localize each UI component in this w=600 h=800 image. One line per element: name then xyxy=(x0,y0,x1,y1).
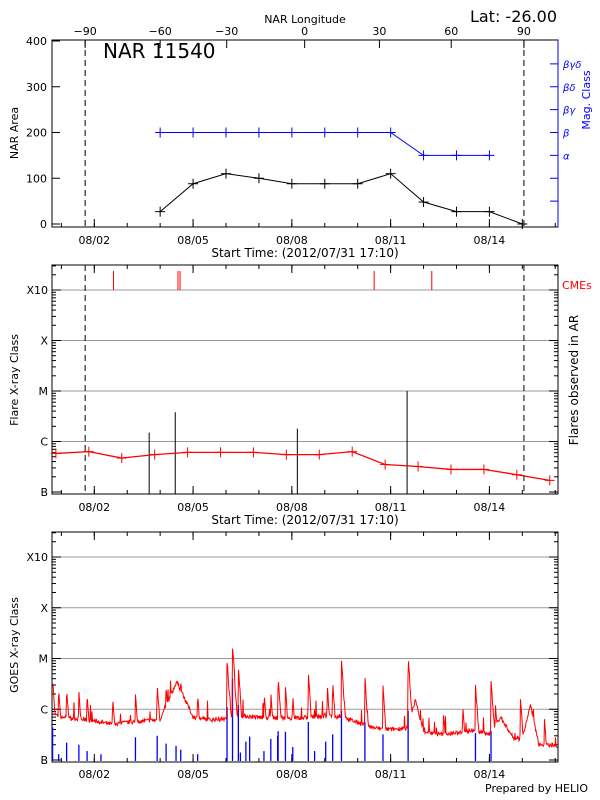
longitude-tick-label: −90 xyxy=(74,25,97,38)
y-tick-label: X xyxy=(40,335,48,348)
x-tick-label: 08/02 xyxy=(78,768,110,781)
x-tick-label: 08/11 xyxy=(375,501,407,514)
flare-background-line xyxy=(55,450,550,482)
longitude-tick-label: 0 xyxy=(301,25,308,38)
mag-class-tick-label: βγδ xyxy=(562,60,581,71)
x-tick-label: 08/05 xyxy=(177,234,209,247)
mag-class-tick-label: β xyxy=(562,129,570,140)
y-tick-label: B xyxy=(40,486,48,499)
x-tick-label: 08/14 xyxy=(474,501,506,514)
longitude-tick-label: 30 xyxy=(372,25,386,38)
y-tick-label: B xyxy=(40,754,48,767)
y-tick-label: C xyxy=(40,703,48,716)
top-x-axis-title: Start Time: (2012/07/31 17:10) xyxy=(211,246,398,260)
region-title: NAR 11540 xyxy=(103,39,216,63)
y-tick-label: 300 xyxy=(26,81,47,94)
plot-frame xyxy=(51,39,559,228)
y-tick-label: X10 xyxy=(26,551,48,564)
longitude-tick-label: −60 xyxy=(149,25,172,38)
plot-frame xyxy=(51,531,559,763)
mag-class-axis-title: Mag. Class xyxy=(580,70,593,129)
longitude-tick-label: −30 xyxy=(215,25,238,38)
x-tick-label: 08/14 xyxy=(474,234,506,247)
mag-class-tick-label: α xyxy=(563,151,570,162)
goes-class-axis-title: GOES X-ray Class xyxy=(8,597,21,693)
latitude-label: Lat: -26.00 xyxy=(470,7,557,26)
longitude-tick-label: 60 xyxy=(444,25,458,38)
y-tick-label: M xyxy=(39,653,49,666)
x-tick-label: 08/11 xyxy=(375,234,407,247)
area-axis-title: NAR Area xyxy=(8,107,21,159)
plot-frame xyxy=(51,264,559,495)
y-tick-label: 0 xyxy=(40,218,47,231)
flare-class-axis-title: Flare X-ray Class xyxy=(8,334,21,426)
mag-class-tick-label: βδ xyxy=(562,83,576,94)
mag-class-tick-label: βγ xyxy=(562,106,576,117)
middle-x-axis-title: Start Time: (2012/07/31 17:10) xyxy=(211,513,398,527)
longitude-tick-label: 90 xyxy=(517,25,531,38)
flares-observed-axis-title: Flares observed in AR xyxy=(567,315,581,445)
y-tick-label: M xyxy=(39,385,49,398)
longitude-axis-title: NAR Longitude xyxy=(264,13,346,26)
y-tick-label: X xyxy=(40,602,48,615)
prepared-by-credit: Prepared by HELIO xyxy=(485,782,588,795)
x-tick-label: 08/11 xyxy=(375,768,407,781)
x-tick-label: 08/05 xyxy=(177,501,209,514)
x-tick-label: 08/08 xyxy=(276,768,308,781)
x-tick-label: 08/02 xyxy=(78,501,110,514)
x-tick-label: 08/08 xyxy=(276,501,308,514)
y-tick-label: 200 xyxy=(26,127,47,140)
goes-flux-panel: B C M X X10 08/02 08/05 08/08 08/11 08/14 xyxy=(26,531,559,781)
x-tick-label: 08/02 xyxy=(78,234,110,247)
cme-label: CMEs xyxy=(562,279,592,292)
flare-class-panel: B C M X X10 08/02 08/05 08/08 08/11 08/14 xyxy=(26,264,559,514)
y-tick-label: X10 xyxy=(26,284,48,297)
goes-flux-line xyxy=(52,648,558,749)
x-tick-label: 08/08 xyxy=(276,234,308,247)
y-tick-label: 400 xyxy=(26,35,47,48)
x-tick-label: 08/05 xyxy=(177,768,209,781)
y-tick-label: C xyxy=(40,436,48,449)
x-tick-label: 08/14 xyxy=(474,768,506,781)
area-line xyxy=(159,173,523,225)
y-tick-label: 100 xyxy=(26,172,47,185)
